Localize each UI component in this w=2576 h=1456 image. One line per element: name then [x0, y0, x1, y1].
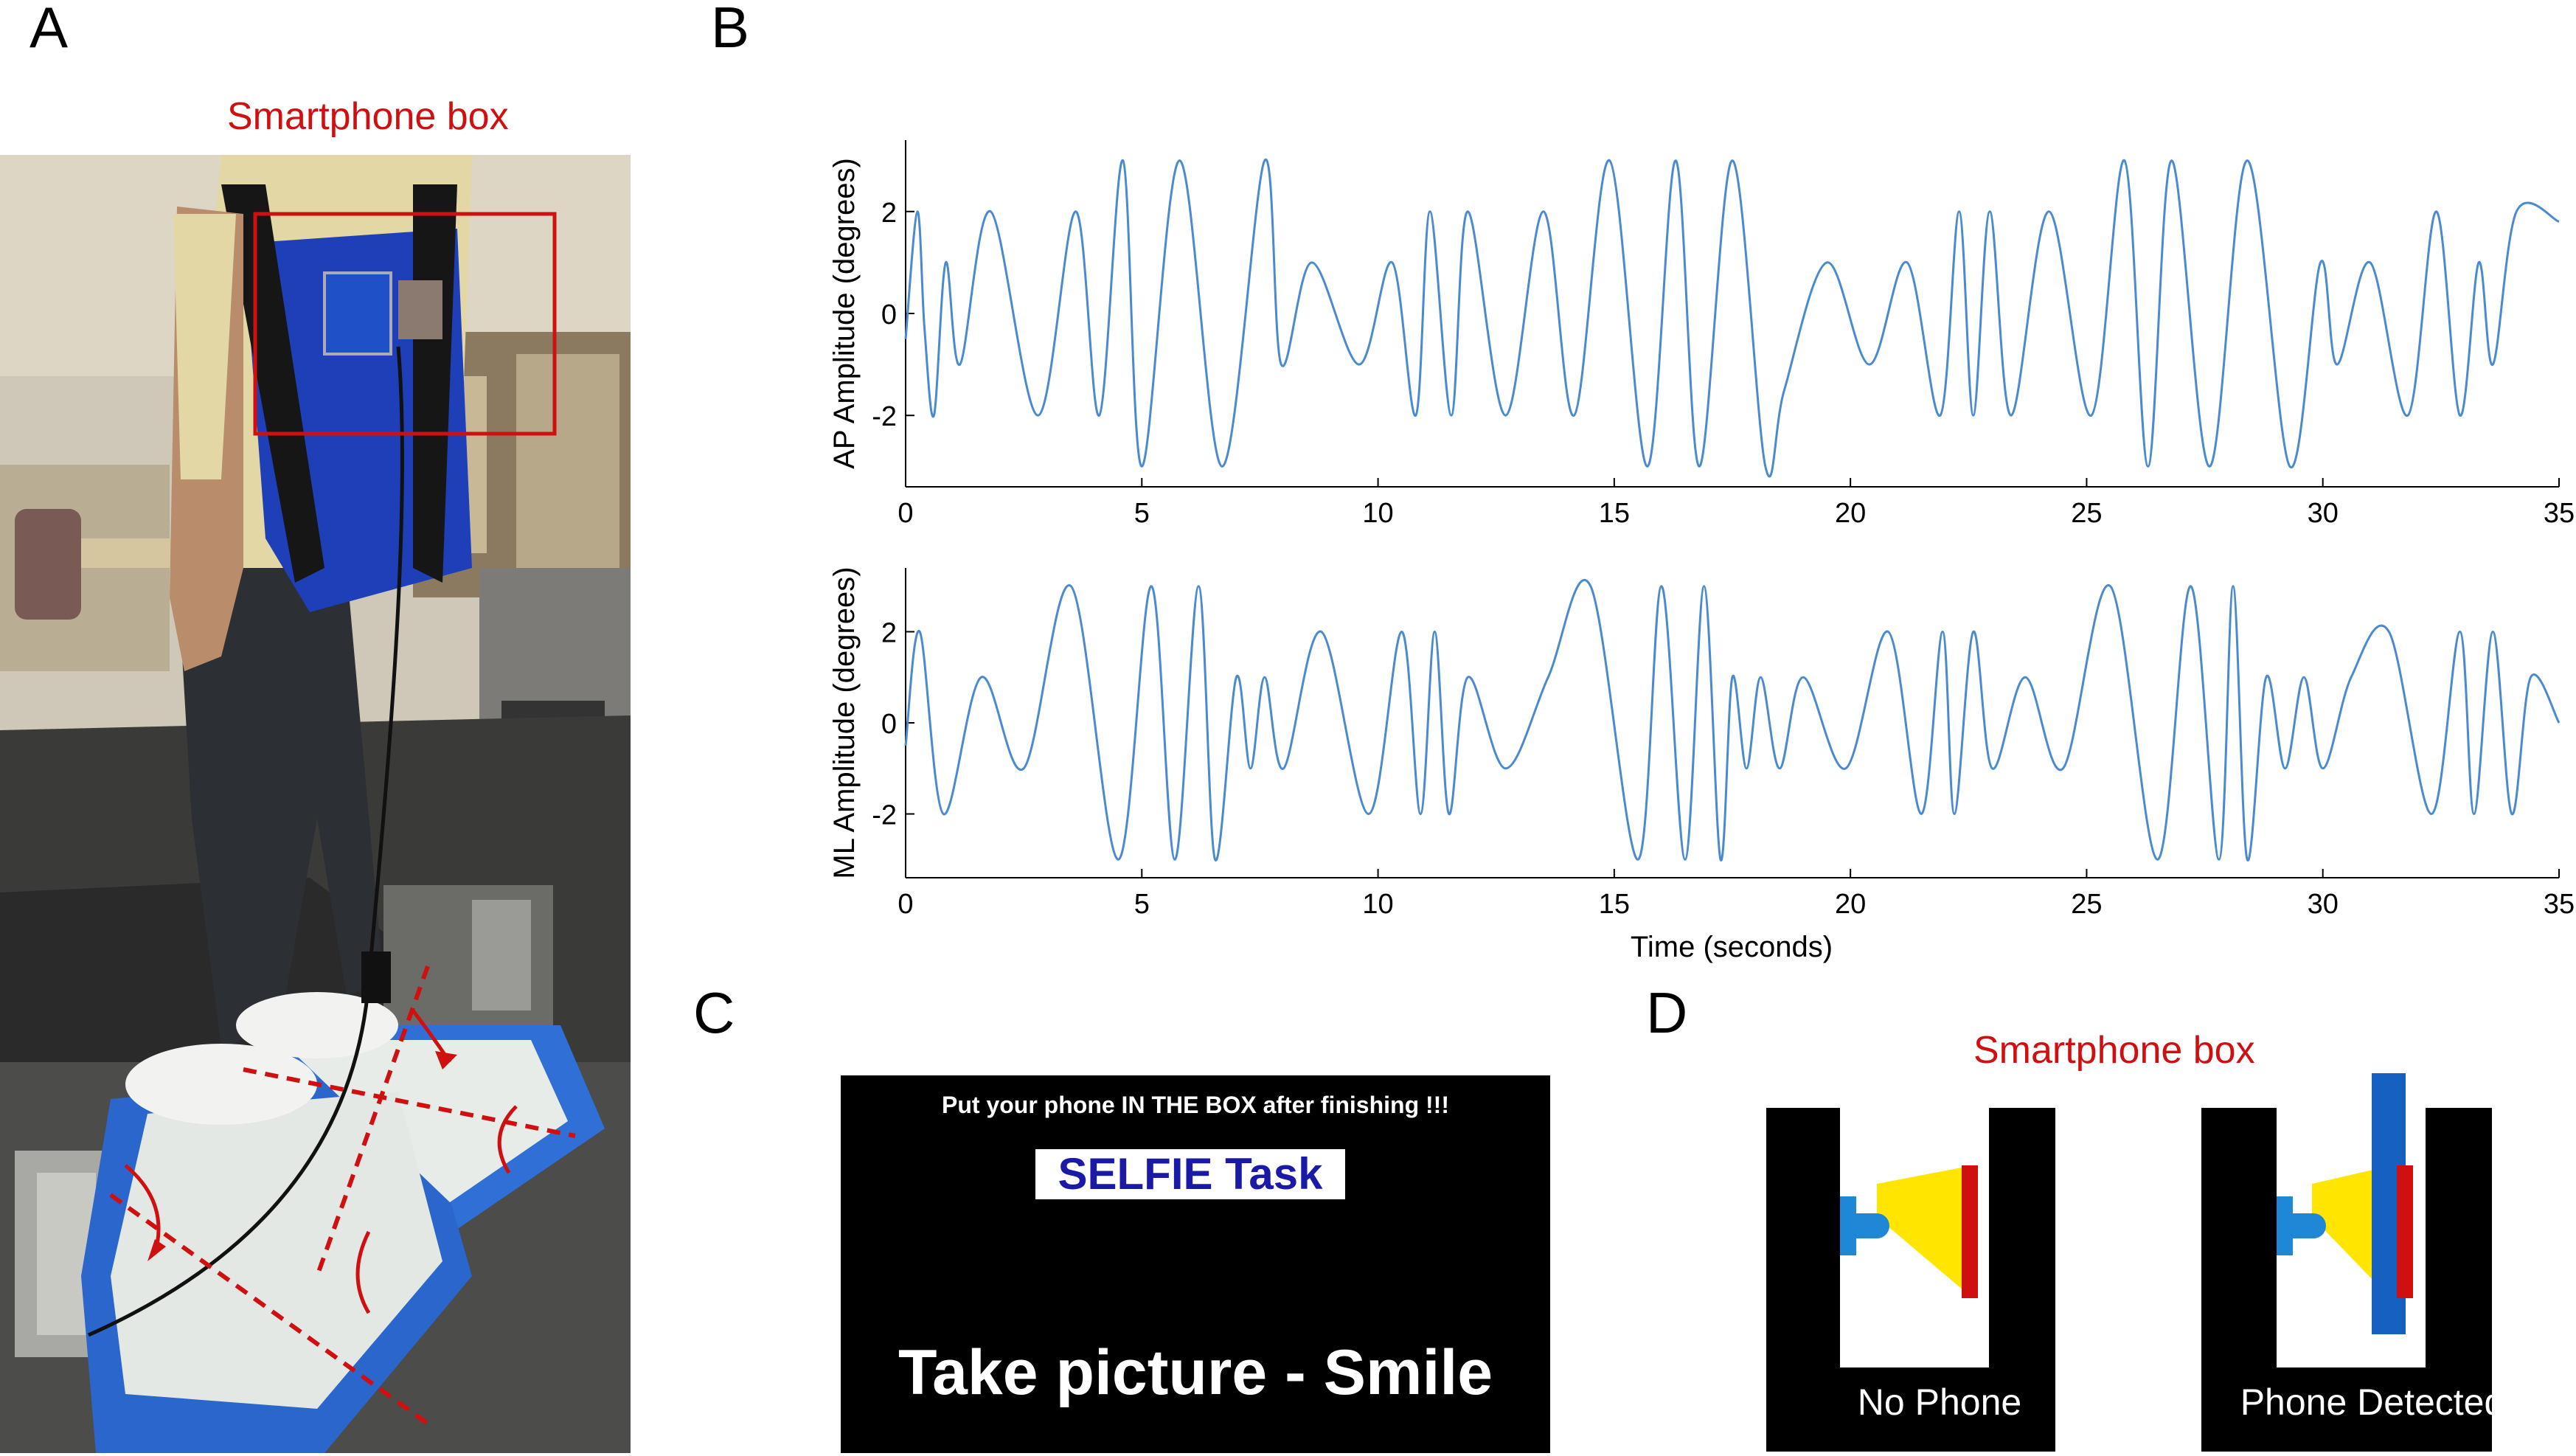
smartphone-box-outline [253, 212, 557, 436]
detected-receiver [2397, 1165, 2413, 1298]
arrow-head [147, 1239, 166, 1261]
y-tick-label: 2 [881, 198, 897, 229]
left-foot [125, 1044, 317, 1125]
x-tick-label: 0 [898, 889, 913, 920]
no-phone-diagram: No Phone [1766, 1108, 2055, 1452]
ap-amplitude-chart: -2 0 2 0 5 10 15 20 25 30 35 AP Amplitude (degree… [828, 140, 2575, 529]
sway-charts: -202 0 5 10 15 20 25 30 35 AP Amplitude (degree… [828, 140, 2575, 963]
no-phone-receiver [1962, 1165, 1978, 1298]
y-tick-label: 0 [881, 299, 897, 330]
x-tick-label: 20 [1835, 498, 1866, 529]
no-phone-sensor [1840, 1196, 1856, 1255]
panel-d-letter: D [1646, 980, 1688, 1045]
ml-series-line [904, 578, 2561, 862]
x-tick-label: 25 [2071, 889, 2102, 920]
right-foot [236, 992, 398, 1058]
setup-photo [0, 155, 631, 1453]
y-tick-label: -2 [872, 401, 897, 432]
rotation-axis-2 [243, 1067, 576, 1138]
panel-a-title: Smartphone box [227, 95, 509, 138]
y-tick-label: 0 [881, 709, 897, 740]
x-tick-label: 30 [2308, 889, 2339, 920]
task-title: SELFIE Task [1058, 1149, 1323, 1199]
panel-c-letter: C [693, 980, 735, 1045]
x-tick-label: 15 [1599, 889, 1630, 920]
x-tick-label: 15 [1599, 498, 1630, 529]
harness-strap-left [221, 184, 324, 583]
task-prompt: Take picture - Smile [898, 1337, 1493, 1408]
x-tick-label: 35 [2544, 498, 2575, 529]
task-instruction: Put your phone IN THE BOX after finishin… [942, 1092, 1449, 1118]
rotation-axis-3 [315, 965, 430, 1278]
ap-y-label: AP Amplitude (degrees) [828, 158, 861, 469]
foot-sensor [361, 951, 391, 1003]
panel-d-title: Smartphone box [1973, 1029, 2255, 1072]
phone-detected-diagram: Phone Detected [2201, 1073, 2504, 1452]
x-tick-label: 5 [1134, 498, 1150, 529]
desk [81, 538, 184, 568]
ml-amplitude-chart: -2 0 2 0 5 10 15 20 25 30 35 ML Amplitude (degree… [828, 566, 2575, 963]
panel-b-letter: B [711, 0, 750, 60]
no-phone-label: No Phone [1858, 1382, 2021, 1423]
task-title-box: SELFIE Task [1035, 1149, 1345, 1199]
ap-series-line [904, 158, 2560, 478]
detected-beam [2312, 1169, 2376, 1283]
x-tick-label: 10 [1362, 498, 1393, 529]
time-x-label: Time (seconds) [1631, 931, 1833, 963]
x-tick-label: 35 [2544, 889, 2575, 920]
y-tick-label: 2 [881, 617, 897, 648]
task-screen: Put your phone IN THE BOX after finishin… [841, 1075, 1550, 1453]
x-tick-label: 5 [1134, 889, 1150, 920]
x-tick-label: 20 [1835, 889, 1866, 920]
panel-a-letter: A [29, 0, 69, 60]
x-tick-label: 25 [2071, 498, 2102, 529]
sensor-device [323, 271, 392, 356]
x-tick-label: 10 [1362, 889, 1393, 920]
office-chair [15, 509, 81, 620]
y-tick-label: -2 [872, 800, 897, 831]
x-tick-label: 0 [898, 498, 913, 529]
sensor-diagrams: No Phone Phone Detected [1766, 1073, 2504, 1452]
x-tick-label: 30 [2308, 498, 2339, 529]
phone-detected-label: Phone Detected [2240, 1382, 2505, 1423]
ml-y-label: ML Amplitude (degrees) [828, 566, 861, 878]
pants [177, 568, 383, 1047]
no-phone-beam [1877, 1165, 1973, 1298]
detected-sensor [2277, 1196, 2293, 1255]
